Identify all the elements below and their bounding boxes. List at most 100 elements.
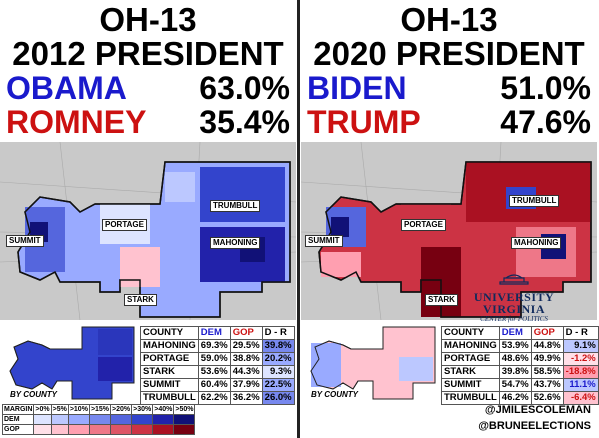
table-row: PORTAGE 59.0% 38.8% 20.2% <box>140 352 295 366</box>
legend-gop-swatch <box>88 424 112 435</box>
margin-cell: -1.2% <box>562 352 599 366</box>
gop-cell: 44.8% <box>530 339 564 353</box>
legend-gop-swatch <box>152 424 175 435</box>
county-cell: SUMMIT <box>140 378 199 392</box>
logo-virginia: VIRGINIA <box>482 302 545 316</box>
left-inset-svg <box>9 326 135 400</box>
county-cell: TRUMBULL <box>140 391 199 405</box>
right-dem-candidate: BIDEN <box>307 70 407 106</box>
legend-bin: >10% <box>67 404 90 415</box>
margin-cell: -6.4% <box>562 391 599 405</box>
legend-dem-label: DEM <box>1 414 35 425</box>
gop-cell: 37.9% <box>229 378 263 392</box>
legend-bin: >50% <box>173 404 196 415</box>
legend-bin: >5% <box>50 404 69 415</box>
dem-cell: 48.6% <box>498 352 532 366</box>
left-race-title: 2012 PRESIDENT <box>12 35 284 72</box>
legend-dem-swatch <box>152 414 175 425</box>
margin-cell: -18.8% <box>562 365 599 379</box>
col-dem: DEM <box>197 326 231 340</box>
right-precinct-map: TRUMBULL PORTAGE SUMMIT MAHONING STARK <box>301 142 597 320</box>
table-row: MAHONING 69.3% 29.5% 39.8% <box>140 339 295 353</box>
col-margin: D - R <box>261 326 295 340</box>
dem-cell: 39.8% <box>498 365 532 379</box>
margin-cell: 11.1% <box>562 378 599 392</box>
dem-cell: 53.6% <box>197 365 231 379</box>
legend-dem-swatch <box>110 414 133 425</box>
legend-dem-swatch <box>33 414 52 425</box>
left-gop-candidate: ROMNEY <box>6 104 147 140</box>
legend-dem-swatch <box>131 414 154 425</box>
dem-cell: 60.4% <box>197 378 231 392</box>
legend-gop-swatch <box>33 424 52 435</box>
legend-bin: >30% <box>131 404 154 415</box>
margin-cell: 22.5% <box>261 378 295 392</box>
table-header-row: COUNTY DEM GOP D - R <box>441 326 599 340</box>
col-gop: GOP <box>229 326 263 340</box>
legend-dem-swatch <box>67 414 90 425</box>
table-row: SUMMIT 60.4% 37.9% 22.5% <box>140 378 295 392</box>
left-label-trumbull: TRUMBULL <box>210 200 261 212</box>
legend-gop-swatch <box>173 424 196 435</box>
col-margin: D - R <box>562 326 599 340</box>
left-north-fill <box>165 172 195 202</box>
handle-jmilescoleman: @JMILESCOLEMAN <box>484 404 591 416</box>
left-label-stark: STARK <box>124 294 157 306</box>
legend-dem-swatch <box>50 414 69 425</box>
right-race-title: 2020 PRESIDENT <box>313 35 585 72</box>
col-gop: GOP <box>530 326 564 340</box>
county-cell: SUMMIT <box>441 378 500 392</box>
legend-gop-label: GOP <box>1 424 35 435</box>
legend-gop-row: GOP <box>1 424 196 435</box>
right-gop-candidate: TRUMP <box>307 104 421 140</box>
gop-cell: 29.5% <box>229 339 263 353</box>
right-county-inset: BY COUNTY <box>303 323 437 403</box>
table-row: TRUMBULL 62.2% 36.2% 26.0% <box>140 391 295 405</box>
left-dem-candidate: OBAMA <box>6 70 127 106</box>
right-district-outline <box>318 161 592 318</box>
margin-cell: 26.0% <box>261 391 295 405</box>
left-label-summit: SUMMIT <box>6 235 44 247</box>
panel-divider <box>297 0 300 438</box>
left-by-county-label: BY COUNTY <box>10 390 57 399</box>
county-cell: MAHONING <box>140 339 199 353</box>
col-county: COUNTY <box>441 326 500 340</box>
right-label-stark: STARK <box>425 294 458 306</box>
right-results-table: COUNTY DEM GOP D - R MAHONING 53.9% 44.8… <box>441 326 599 405</box>
legend-bin: >40% <box>152 404 175 415</box>
right-label-mahoning: MAHONING <box>511 237 562 249</box>
logo-university: UNIVERSITY <box>473 290 555 304</box>
left-trumbull-fill <box>200 167 285 222</box>
left-results-table: COUNTY DEM GOP D - R MAHONING 69.3% 29.5… <box>140 326 295 405</box>
legend-dem-swatch <box>88 414 112 425</box>
legend-dem-swatch <box>173 414 196 425</box>
left-district-outline <box>17 161 291 318</box>
gop-cell: 49.9% <box>530 352 564 366</box>
gop-cell: 58.5% <box>530 365 564 379</box>
table-row: STARK 53.6% 44.3% 9.3% <box>140 365 295 379</box>
legend-bin: >15% <box>88 404 112 415</box>
margin-cell: 9.1% <box>562 339 599 353</box>
left-gop-pct: 35.4% <box>199 104 290 140</box>
right-dem-pct: 51.0% <box>500 70 591 106</box>
right-label-trumbull: TRUMBULL <box>509 195 560 207</box>
left-panel-2012: OH-13 2012 PRESIDENT OBAMA 63.0% ROMNEY … <box>0 0 296 438</box>
right-panel-2020: OH-13 2020 PRESIDENT BIDEN 51.0% TRUMP 4… <box>301 0 599 438</box>
gop-cell: 44.3% <box>229 365 263 379</box>
table-row: SUMMIT 54.7% 43.7% 11.1% <box>441 378 599 392</box>
left-label-mahoning: MAHONING <box>210 237 261 249</box>
left-precinct-map: TRUMBULL PORTAGE SUMMIT MAHONING STARK <box>0 142 296 320</box>
dem-cell: 53.9% <box>498 339 532 353</box>
right-gop-pct: 47.6% <box>500 104 591 140</box>
margin-cell: 9.3% <box>261 365 295 379</box>
margin-cell: 39.8% <box>261 339 295 353</box>
table-header-row: COUNTY DEM GOP D - R <box>140 326 295 340</box>
left-label-portage: PORTAGE <box>102 219 147 231</box>
legend-gop-swatch <box>50 424 69 435</box>
right-akron-fill <box>331 217 349 237</box>
legend-bin: >0% <box>33 404 52 415</box>
gop-cell: 38.8% <box>229 352 263 366</box>
dem-cell: 59.0% <box>197 352 231 366</box>
legend-dem-row: DEM <box>1 414 196 425</box>
dem-cell: 69.3% <box>197 339 231 353</box>
